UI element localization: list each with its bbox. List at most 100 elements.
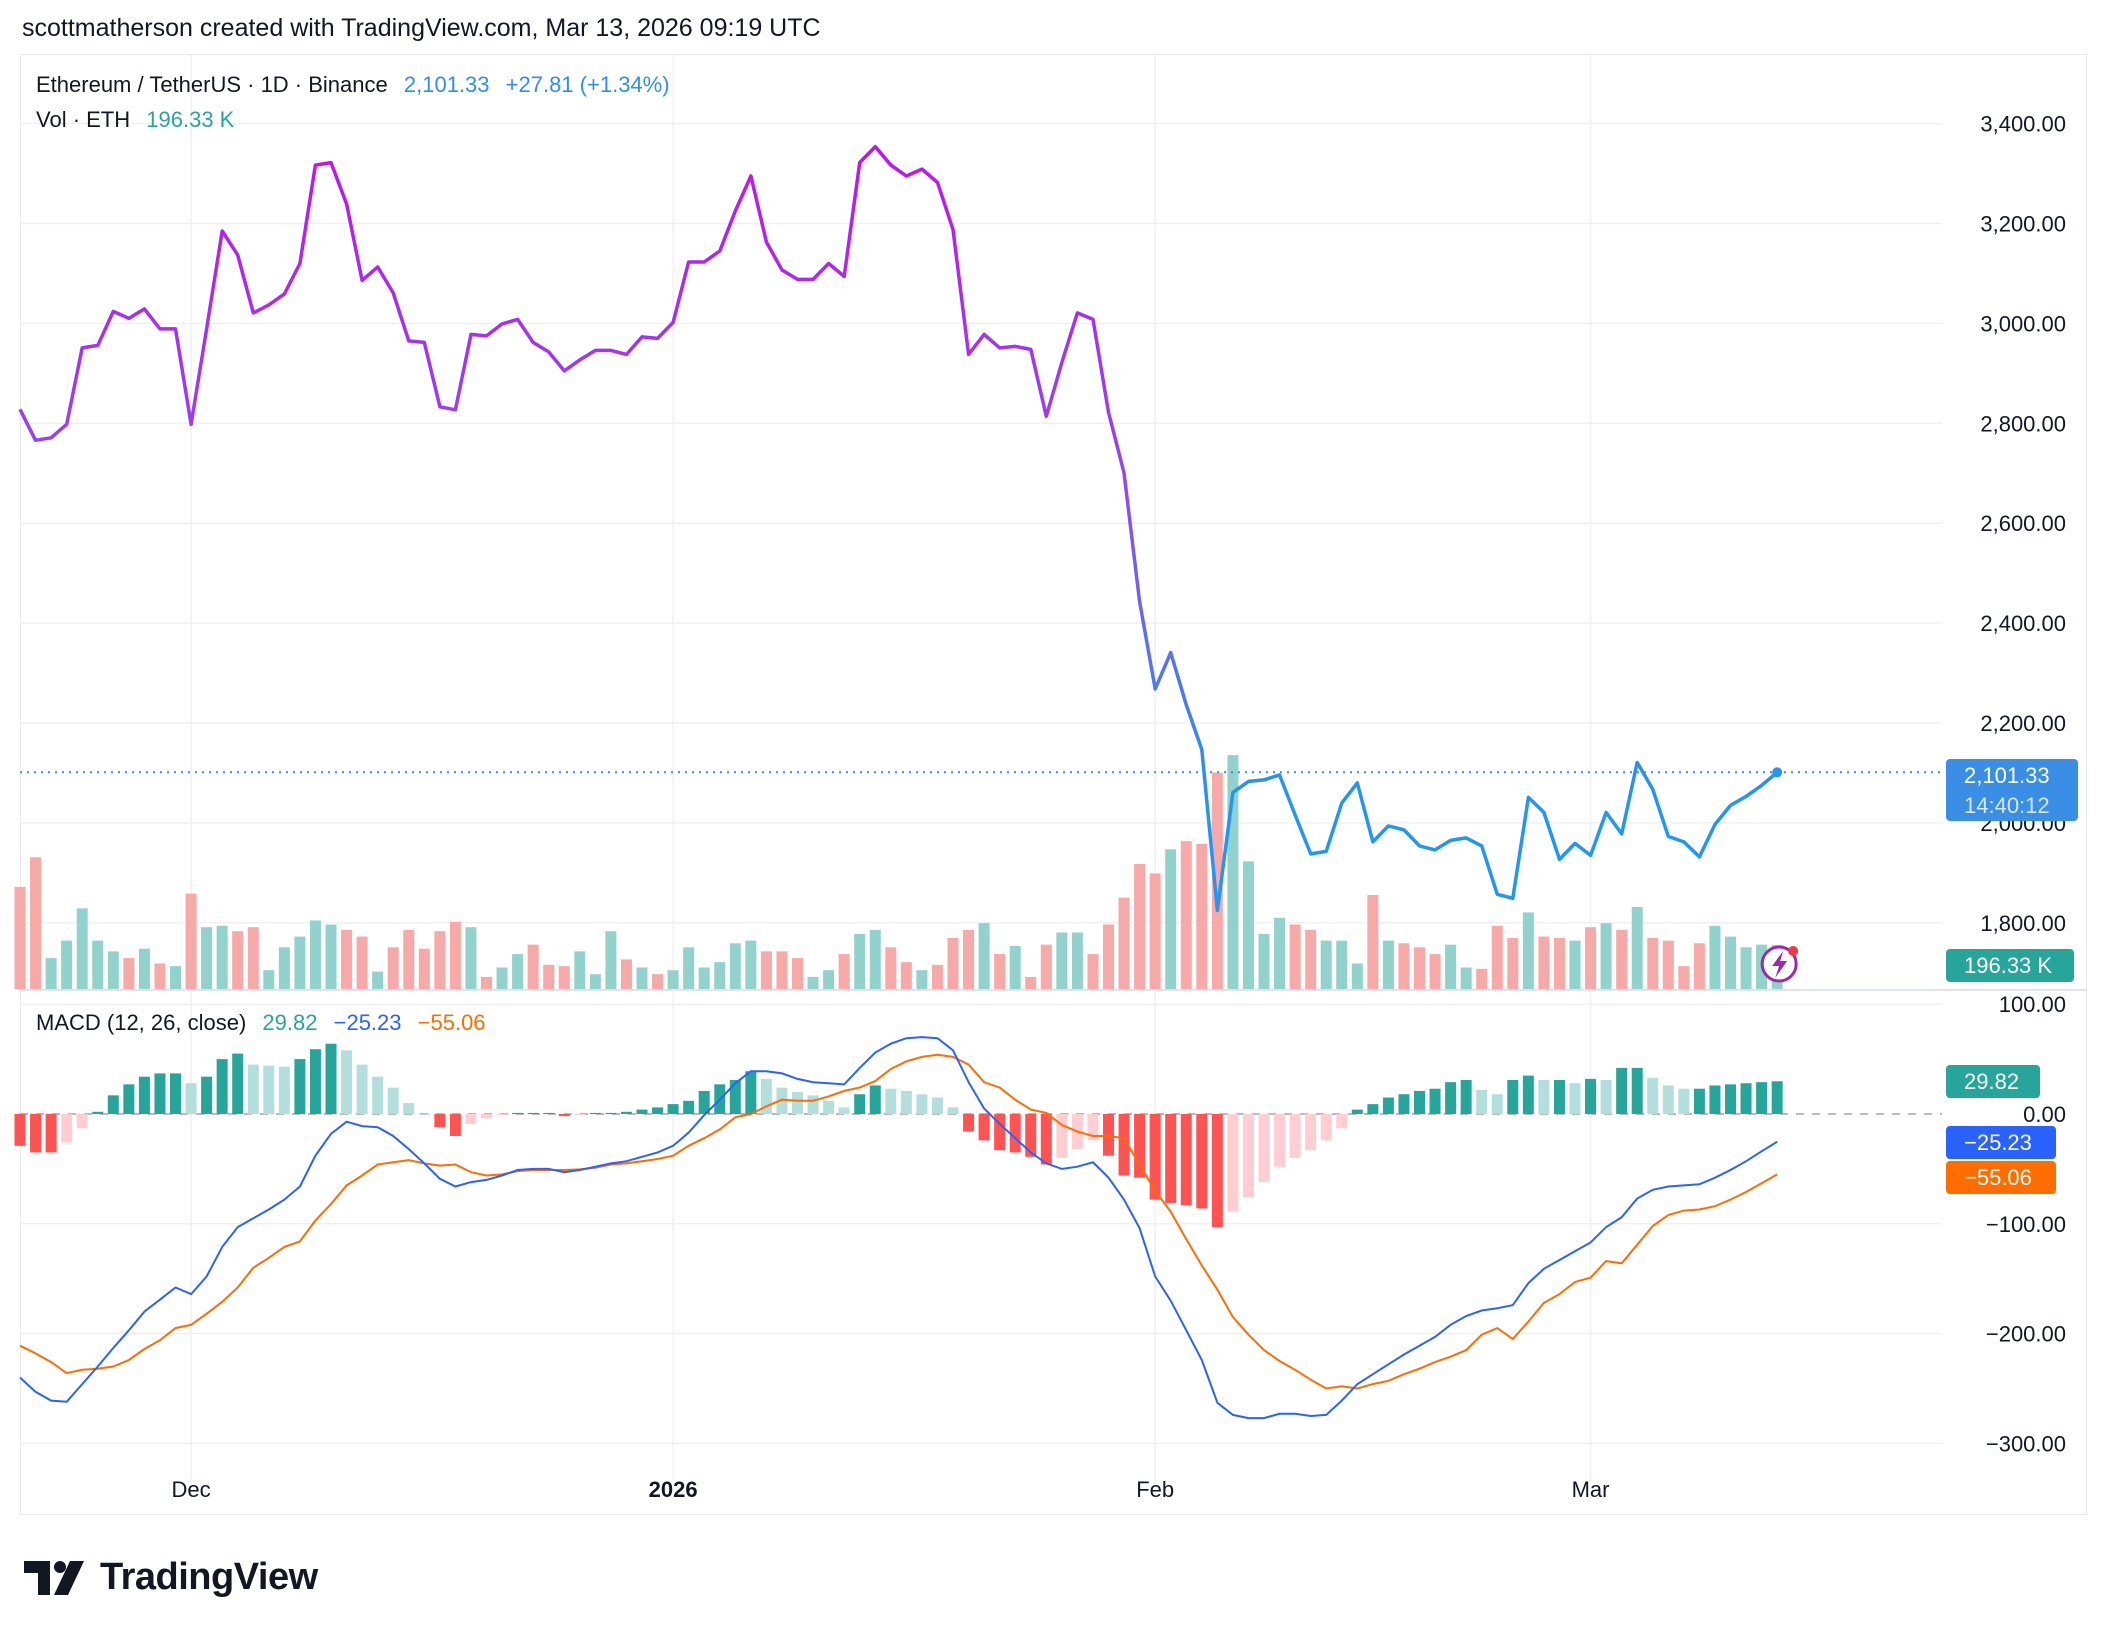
volume-bar — [1211, 772, 1223, 989]
volume-bar — [434, 931, 446, 989]
macd-histogram-bar — [838, 1107, 850, 1114]
macd-histogram-bar — [1740, 1083, 1752, 1114]
macd-histogram-bar — [931, 1097, 943, 1114]
volume-bar — [449, 921, 461, 989]
volume-bar — [92, 940, 104, 989]
macd-histogram-bar — [1134, 1114, 1146, 1178]
last-price-badge — [1946, 759, 2078, 821]
volume-bar — [683, 947, 695, 989]
volume-bar — [1600, 923, 1612, 989]
macd-badge — [1946, 1126, 2056, 1159]
macd-histogram-bar — [1274, 1114, 1286, 1167]
tradingview-logo-icon — [24, 1560, 84, 1595]
price-line — [18, 144, 1779, 913]
macd-histogram-bar — [263, 1065, 275, 1114]
macd-histogram-bar — [76, 1114, 88, 1129]
volume-bar — [372, 971, 384, 989]
macd-histogram-bar — [30, 1114, 42, 1153]
volume-bar — [61, 940, 73, 989]
macd-histogram-bar — [61, 1114, 73, 1143]
volume-bar — [1009, 945, 1021, 989]
volume-bar — [667, 970, 679, 989]
macd-histogram-bar — [1507, 1079, 1519, 1114]
volume-bar — [978, 923, 990, 989]
macd-histogram-bar — [1320, 1114, 1332, 1141]
volume-bar — [1740, 947, 1752, 989]
macd-tick-label: −100.00 — [1986, 1212, 2066, 1237]
last-price-dot — [1772, 767, 1783, 778]
macd-histogram-bar — [792, 1092, 803, 1114]
series-lines — [18, 144, 1942, 1420]
volume-bar — [201, 927, 213, 989]
volume-bar — [714, 962, 726, 989]
volume-badge-text: 196.33 K — [1964, 953, 2052, 978]
volume-bar — [1134, 864, 1146, 989]
volume-bar — [1678, 966, 1690, 989]
tradingview-logo-text: TradingView — [100, 1556, 318, 1598]
price-tick-label: 2,200.00 — [1980, 711, 2066, 736]
macd-histogram-bar — [1227, 1114, 1239, 1212]
volume-bar — [496, 967, 508, 989]
volume-bar — [1569, 940, 1581, 989]
volume-bar — [1382, 940, 1394, 989]
macd-histogram-bar — [1025, 1114, 1037, 1157]
macd-histogram-bar — [869, 1085, 881, 1114]
volume-bar — [636, 967, 648, 989]
volume-bar — [963, 929, 975, 989]
volume-bar — [869, 929, 881, 989]
volume-bar — [1274, 917, 1286, 989]
macd-histogram-bar — [232, 1053, 244, 1114]
volume-bar — [14, 886, 26, 989]
macd-histogram-bar — [963, 1114, 975, 1132]
time-tick-label: Feb — [1136, 1477, 1174, 1502]
macd-histogram-bar — [1382, 1097, 1394, 1114]
volume-bar — [792, 958, 803, 989]
macd-histogram-bar — [807, 1095, 819, 1114]
volume-bar — [263, 970, 275, 989]
volume-bar — [356, 936, 368, 989]
macd-histogram-bar — [823, 1100, 835, 1114]
time-tick-label: 2026 — [649, 1477, 698, 1502]
volume-bar — [1616, 929, 1628, 989]
volume-bar — [1538, 936, 1550, 989]
macd-histogram-bar — [605, 1112, 617, 1114]
macd-histogram-badge — [1946, 1065, 2040, 1098]
macd-histogram-bar — [1522, 1075, 1534, 1114]
volume-bar — [1242, 861, 1254, 989]
macd-histogram-bar — [1305, 1114, 1317, 1151]
volume-bar — [1693, 943, 1705, 989]
volume-bar — [1460, 967, 1472, 989]
volume-bar — [1149, 873, 1161, 989]
macd-histogram-bar — [1585, 1078, 1597, 1114]
last-price-badge-text: 14:40:12 — [1964, 793, 2050, 818]
volume-bar — [107, 951, 119, 989]
axes: 3,400.00 3,200.00 3,000.00 2,800.00 2,600.00… — [171, 112, 2066, 1502]
volume-bar — [278, 947, 290, 989]
macd-histogram-bar — [1196, 1114, 1208, 1209]
volume-bar — [1491, 925, 1503, 989]
volume-bar — [1040, 944, 1052, 989]
volume-bar — [512, 954, 524, 989]
macd-histogram-bar — [1445, 1082, 1457, 1114]
volume-bar — [729, 943, 741, 989]
macd-label: MACD (12, 26, close) — [36, 1010, 247, 1035]
volume-bar — [1522, 912, 1534, 989]
volume-bar — [216, 925, 228, 989]
symbol-legend: Ethereum / TetherUS · 1D · Binance 2,101… — [36, 72, 680, 98]
macd-histogram-bar — [1553, 1079, 1565, 1114]
volume-bar — [123, 958, 135, 989]
macd-histogram-bar — [527, 1112, 539, 1114]
macd-histogram-bar — [45, 1114, 57, 1153]
macd-histogram-bar — [745, 1071, 757, 1114]
tradingview-logo[interactable]: TradingView — [24, 1556, 318, 1599]
macd-histogram-bar — [776, 1087, 788, 1114]
macd-histogram-bar — [325, 1043, 337, 1114]
volume-bar — [620, 959, 632, 989]
macd-histogram-bar — [978, 1114, 990, 1141]
macd-histogram-bar — [683, 1100, 695, 1114]
macd-histogram-bar — [107, 1095, 119, 1114]
volume-bar — [154, 963, 166, 989]
macd-histogram-bar — [1398, 1094, 1410, 1114]
macd-histogram-bar — [636, 1109, 648, 1114]
